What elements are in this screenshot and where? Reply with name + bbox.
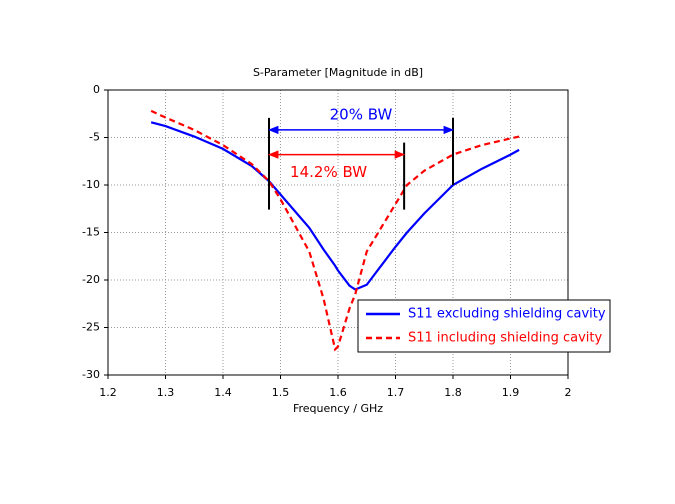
x-tick-label: 1.7 <box>387 386 405 399</box>
x-tick-label: 1.9 <box>502 386 520 399</box>
y-tick-label: -5 <box>89 131 100 144</box>
y-tick-label: -10 <box>82 178 100 191</box>
chart-title: S-Parameter [Magnitude in dB] <box>253 66 423 79</box>
legend-label: S11 excluding shielding cavity <box>408 307 606 322</box>
legend-box <box>357 299 611 353</box>
x-tick-label: 1.2 <box>99 386 117 399</box>
y-tick-label: -30 <box>82 368 100 381</box>
bandwidth-label: 14.2% BW <box>290 163 367 181</box>
y-tick-label: -25 <box>82 321 100 334</box>
data-line <box>150 109 520 352</box>
data-line <box>150 121 520 291</box>
legend-label: S11 including shielding cavity <box>408 331 603 346</box>
y-tick-label: 0 <box>93 83 100 96</box>
y-tick-label: -20 <box>82 273 100 286</box>
x-tick-label: 2 <box>565 386 572 399</box>
x-tick-label: 1.4 <box>214 386 232 399</box>
x-axis-label: Frequency / GHz <box>293 402 383 415</box>
bandwidth-label: 20% BW <box>330 105 393 123</box>
x-tick-label: 1.3 <box>157 386 175 399</box>
plot-frame <box>107 89 569 376</box>
x-tick-label: 1.5 <box>272 386 290 399</box>
x-tick-label: 1.8 <box>444 386 462 399</box>
y-tick-label: -15 <box>82 226 100 239</box>
x-tick-label: 1.6 <box>329 386 347 399</box>
